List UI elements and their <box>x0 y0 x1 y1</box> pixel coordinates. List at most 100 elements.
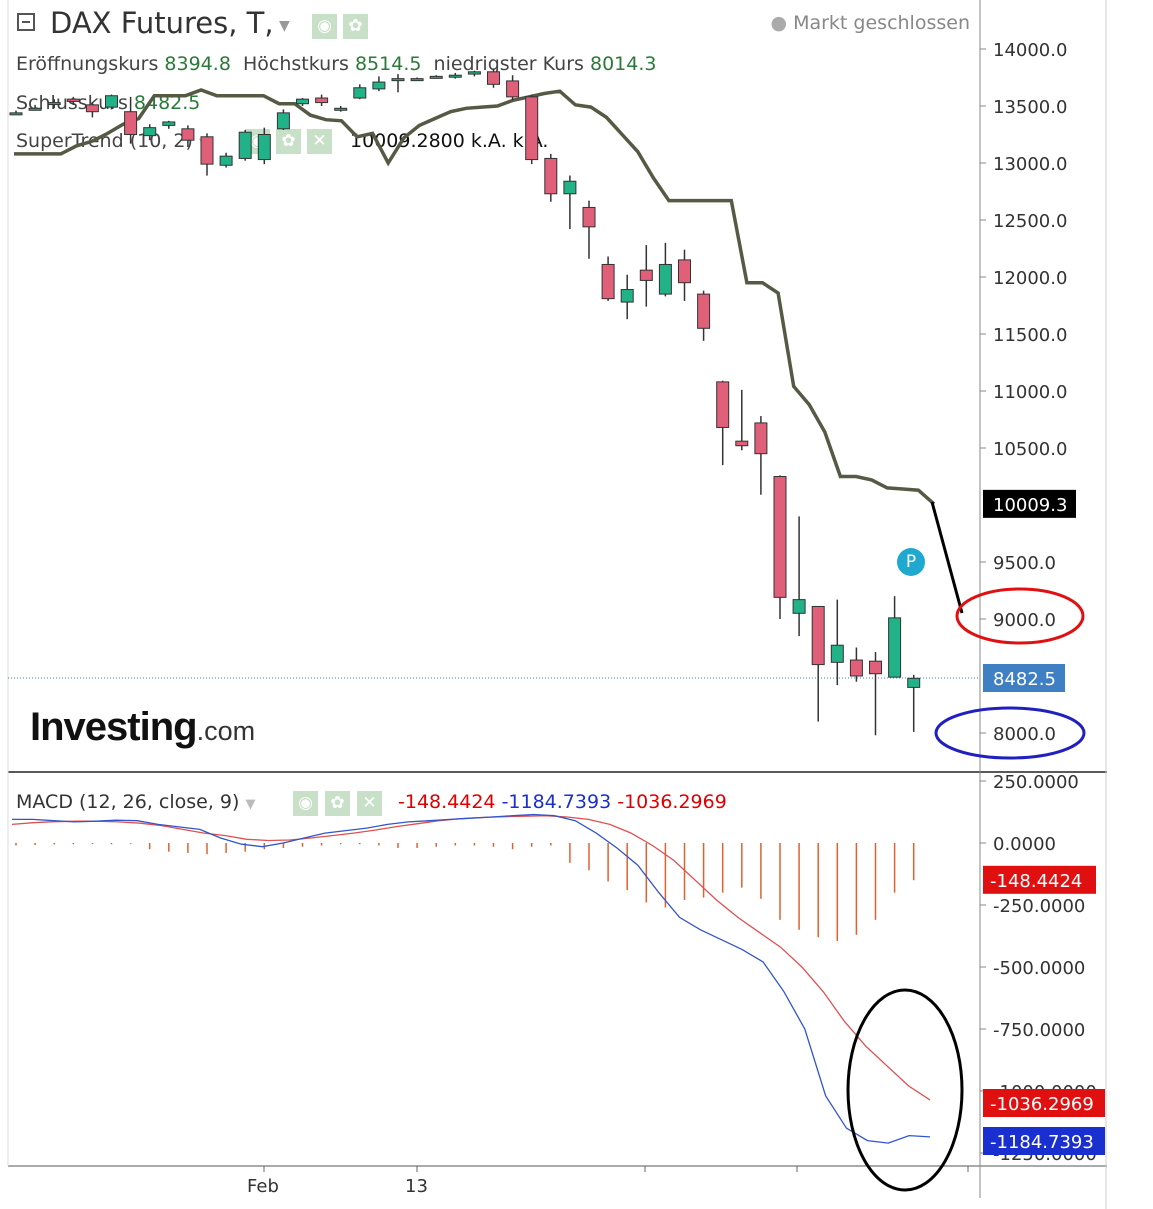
candle <box>888 596 902 678</box>
candle <box>658 242 672 297</box>
supertrend-legend: SuperTrend (10, 2) ▼ <box>16 130 209 152</box>
candle-body <box>334 107 348 111</box>
close-icon[interactable]: ✕ <box>357 791 382 816</box>
candle-body <box>219 155 233 166</box>
signal-value-badge-label: -1036.2969 <box>990 1094 1094 1115</box>
market-status: ● Markt geschlossen <box>770 12 970 34</box>
candle-body <box>811 605 825 666</box>
status-dot-icon: ● <box>770 12 794 34</box>
price-tick-label: 12500.0 <box>993 211 1067 232</box>
low-value: 8014.3 <box>589 53 657 75</box>
candle <box>697 290 711 341</box>
candle <box>735 389 749 451</box>
candle-body <box>276 112 290 130</box>
candle-body <box>754 422 768 455</box>
candle <box>334 106 348 112</box>
supertrend-values: 10009.2800 k.A. k.A. <box>350 130 549 152</box>
candle <box>582 200 596 259</box>
candle-body <box>697 293 711 329</box>
eye-icon[interactable]: ◉ <box>293 791 318 816</box>
candle-body <box>353 87 367 99</box>
logo-main: Investing <box>30 705 198 749</box>
candle-body <box>448 74 462 78</box>
price-tick-label: 13000.0 <box>993 154 1067 175</box>
gear-icon[interactable]: ✿ <box>276 129 301 154</box>
candle <box>792 516 806 637</box>
candle <box>429 75 443 79</box>
macd-tick-label: -250.0000 <box>993 896 1085 917</box>
signal-value: -1036.2969 <box>617 791 727 813</box>
price-tick-label: 8000.0 <box>993 724 1056 745</box>
candle <box>372 76 386 92</box>
candle-body <box>658 263 672 295</box>
x-label-feb: Feb <box>247 1176 279 1197</box>
annotation-arrow-line <box>930 501 964 614</box>
close-label: Schlusskurs <box>16 92 128 114</box>
eye-icon[interactable]: ◉ <box>245 129 270 154</box>
candle <box>639 245 653 307</box>
chart-title: DAX Futures, T, <box>50 6 274 40</box>
collapse-icon[interactable] <box>17 13 35 31</box>
logo-suffix: .com <box>196 716 256 746</box>
annotation-red-ellipse <box>955 587 1085 645</box>
ohlc-line: Eröffnungskurs 8394.8 Höchstkurs 8514.5 … <box>16 53 656 75</box>
candle-body <box>162 121 176 126</box>
hist-value: -148.4424 <box>398 791 496 813</box>
candle <box>773 475 787 619</box>
candle <box>276 109 290 130</box>
open-label: Eröffnungskurs <box>16 53 159 75</box>
investing-logo: Investing.com <box>30 705 255 750</box>
candle-body <box>410 78 424 82</box>
macd-tick-label: -500.0000 <box>993 958 1085 979</box>
chevron-down-icon[interactable]: ▼ <box>279 18 290 34</box>
candle-body <box>716 381 730 428</box>
candle-body <box>315 97 329 104</box>
candle <box>353 84 367 100</box>
close-icon[interactable]: ✕ <box>307 129 332 154</box>
macd-tick-label: 250.0000 <box>993 772 1079 793</box>
candle-body <box>888 617 902 678</box>
price-tick-label: 14000.0 <box>993 40 1067 61</box>
candle-body <box>869 660 882 675</box>
supertrend-label: SuperTrend (10, 2) <box>16 130 193 152</box>
candle-body <box>563 180 577 195</box>
candle <box>716 380 730 466</box>
hist-value-badge-label: -148.4424 <box>990 871 1082 892</box>
macd-label: MACD (12, 26, close, 9) <box>16 791 240 813</box>
candle-body <box>391 78 405 82</box>
candle <box>601 256 615 301</box>
candle <box>811 605 825 722</box>
annotation-blue-ellipse <box>934 706 1086 760</box>
candle-body <box>830 644 844 663</box>
candle-body <box>620 289 634 303</box>
candle <box>620 274 634 320</box>
candle <box>506 75 520 101</box>
pivot-marker-icon[interactable]: P <box>897 548 925 576</box>
candle <box>162 120 176 129</box>
macd-line <box>12 813 931 1144</box>
price-tick-label: 10500.0 <box>993 439 1067 460</box>
candle <box>869 652 882 736</box>
supertrend-price-label: 10009.3 <box>993 495 1067 516</box>
macd-tick-label: -750.0000 <box>993 1020 1085 1041</box>
close-value: 8482.5 <box>133 92 201 114</box>
chevron-down-icon[interactable]: ▼ <box>245 797 256 812</box>
macd-tick-label: -1000.0000 <box>993 1082 1097 1103</box>
candle-body <box>735 440 749 447</box>
candle-body <box>849 659 863 677</box>
x-label-13: 13 <box>405 1176 428 1197</box>
candle <box>544 153 558 202</box>
candle-body <box>544 157 558 195</box>
high-value: 8514.5 <box>354 53 422 75</box>
hist-value-badge <box>983 865 1096 894</box>
high-label: Höchstkurs <box>243 53 349 75</box>
candle <box>678 249 691 301</box>
chevron-down-icon[interactable]: ▼ <box>198 136 209 151</box>
candle <box>219 152 233 168</box>
gear-icon[interactable]: ✿ <box>343 14 368 39</box>
candle <box>830 599 844 686</box>
signal-line <box>11 815 931 1101</box>
candle <box>296 98 309 106</box>
gear-icon[interactable]: ✿ <box>325 791 350 816</box>
eye-icon[interactable]: ◉ <box>312 14 337 39</box>
